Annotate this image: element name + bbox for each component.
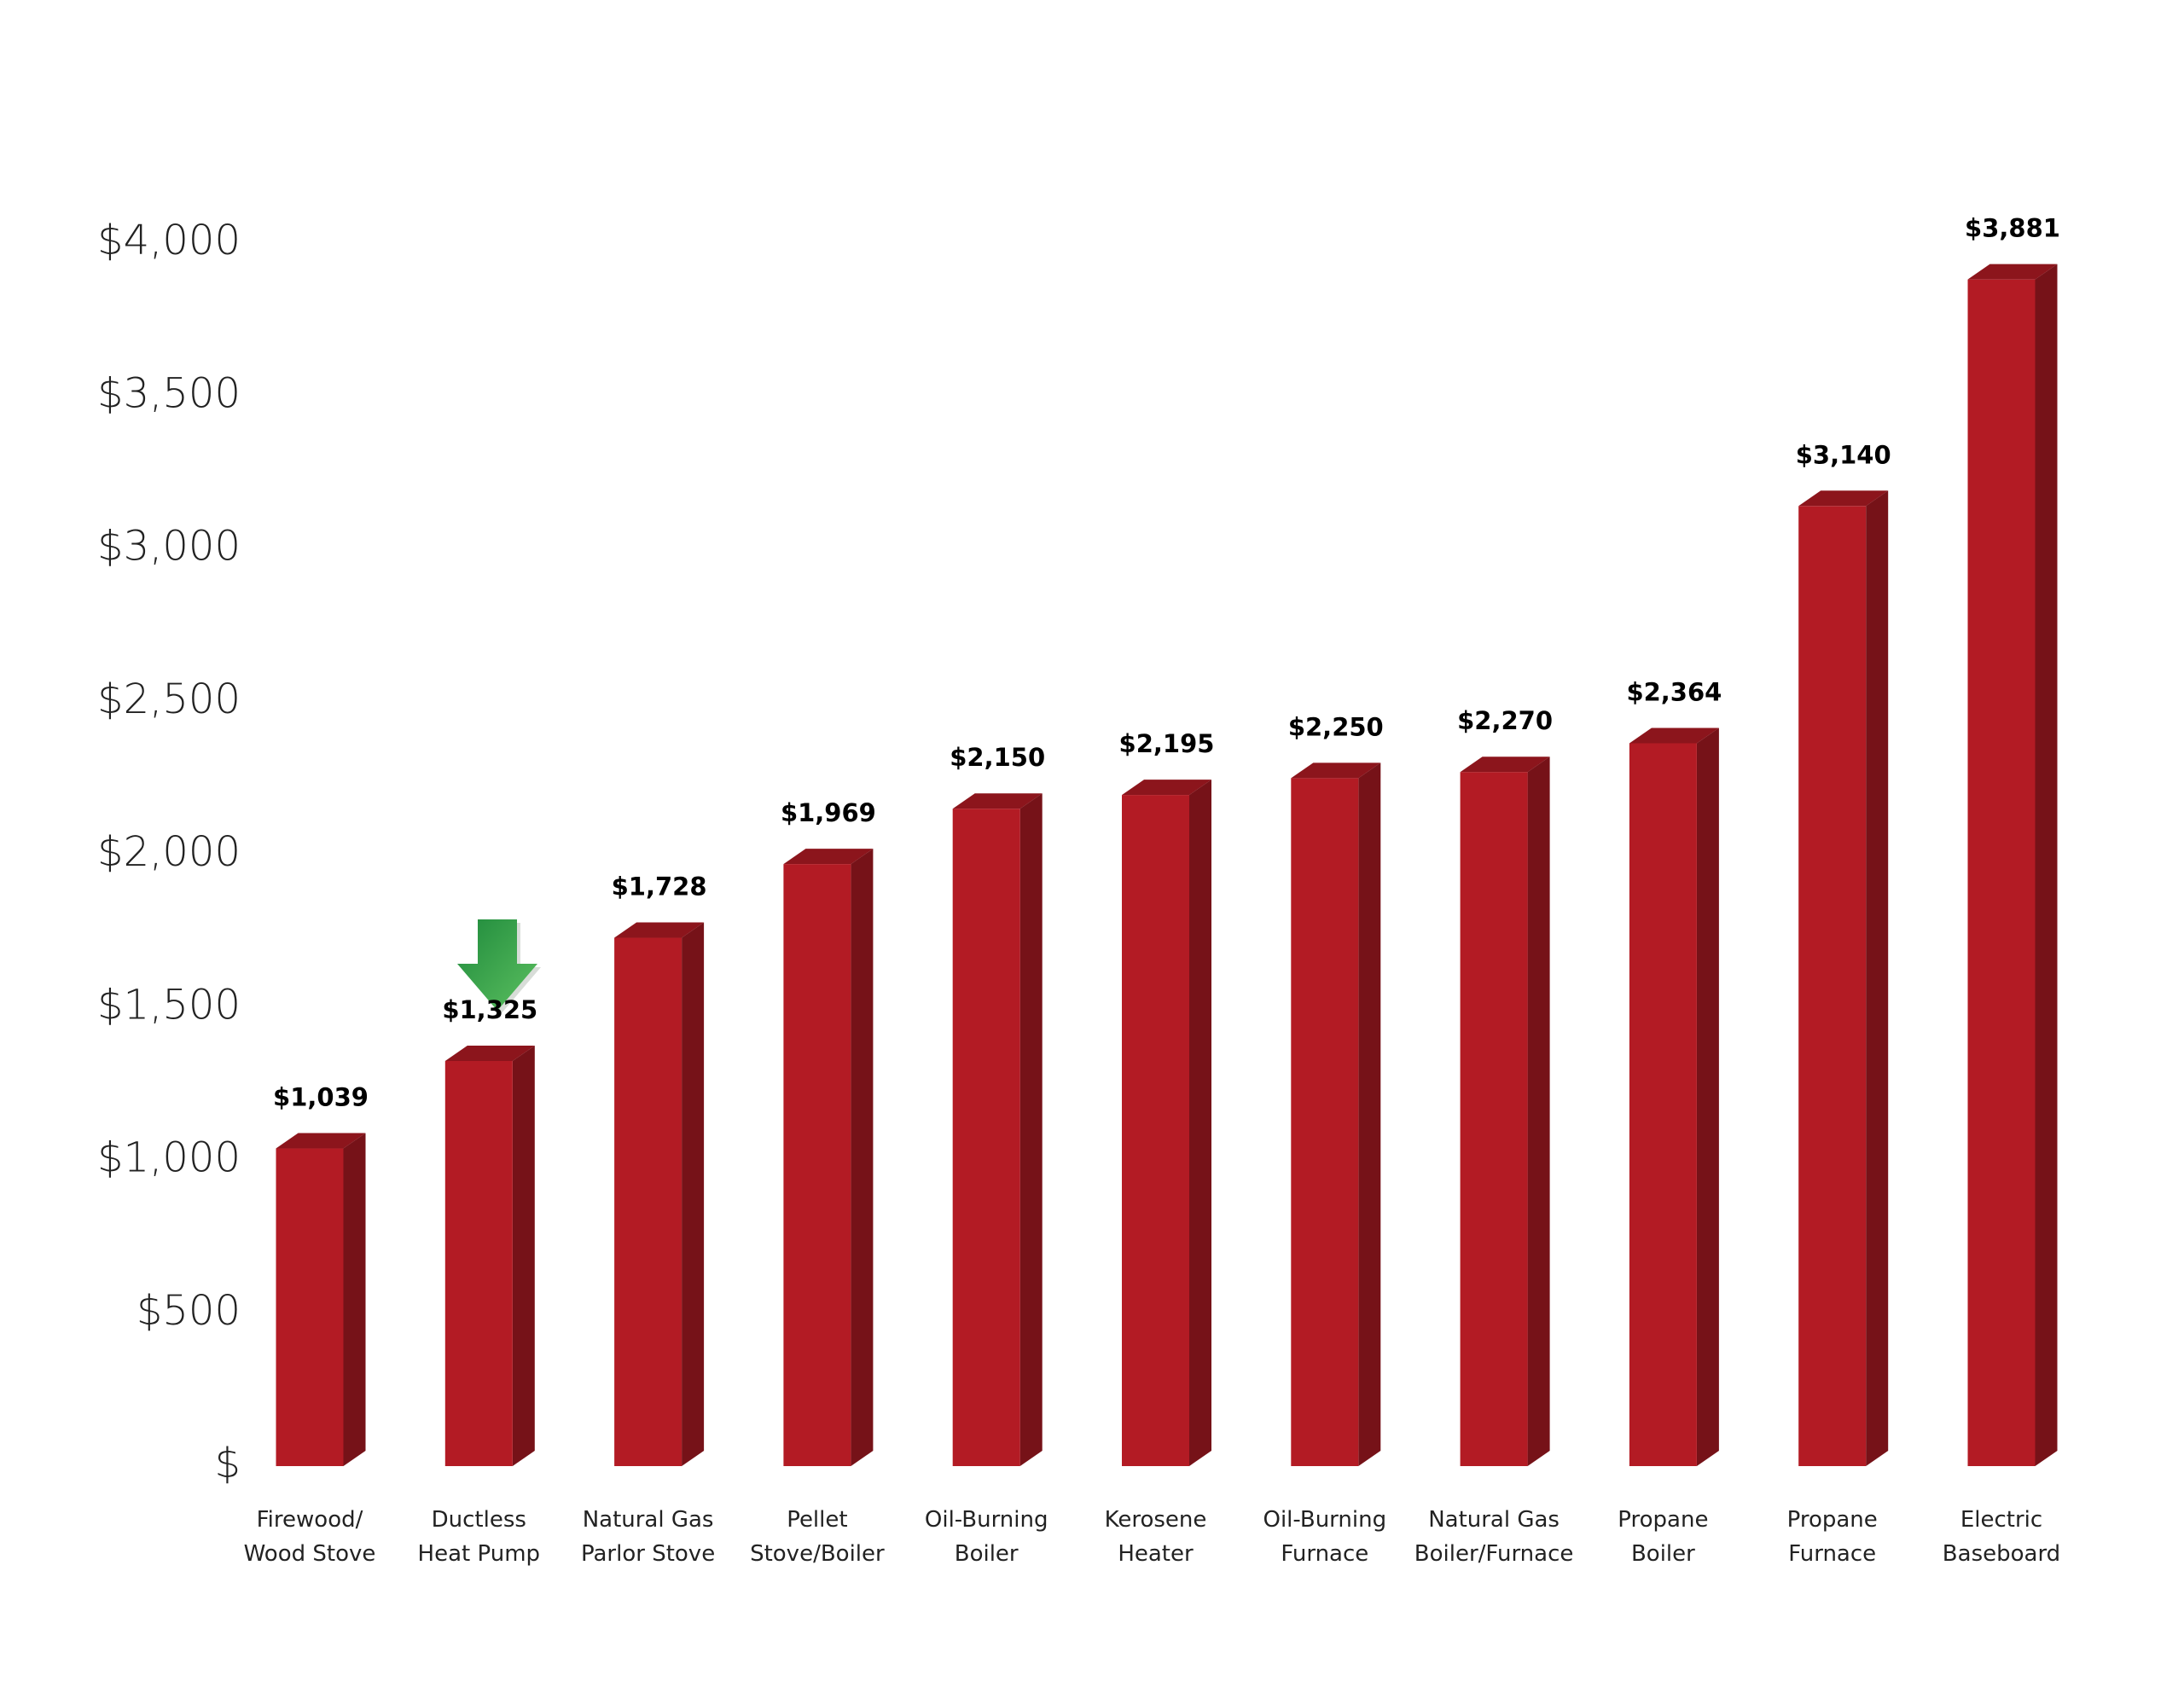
bar-top xyxy=(1460,757,1550,773)
bar xyxy=(444,1060,513,1466)
value-label: $2,195 xyxy=(1119,729,1215,758)
value-label: $3,140 xyxy=(1796,440,1891,469)
y-tick-label: $2,000 xyxy=(97,828,241,876)
bar-top xyxy=(1122,780,1211,796)
value-label: $2,250 xyxy=(1288,712,1384,741)
value-label: $2,364 xyxy=(1626,678,1722,707)
value-label: $2,270 xyxy=(1457,706,1553,735)
down-arrow-icon xyxy=(457,919,541,1014)
bar-top xyxy=(1629,728,1719,744)
bar xyxy=(1967,279,2036,1466)
bar-top xyxy=(783,849,874,865)
bar-top xyxy=(952,793,1043,809)
bar-top xyxy=(444,1045,535,1061)
y-tick-label: $1,500 xyxy=(97,981,241,1029)
bar-top xyxy=(1798,490,1889,507)
value-label: $1,039 xyxy=(273,1083,369,1112)
x-tick-label: Firewood/ Wood Stove xyxy=(243,1507,376,1567)
x-tick-label: Natural Gas Boiler/Furnace xyxy=(1414,1507,1574,1567)
bar-top xyxy=(1967,264,2058,280)
x-tick-label: Natural Gas Parlor Stove xyxy=(580,1507,716,1567)
bar-top xyxy=(276,1133,366,1149)
x-tick-label: Propane Furnace xyxy=(1786,1507,1878,1567)
bar-top xyxy=(1291,762,1381,779)
y-tick-label: $1,000 xyxy=(97,1134,241,1182)
value-label: $1,325 xyxy=(442,995,537,1024)
x-tick-label: Kerosene Heater xyxy=(1104,1507,1207,1567)
bar-side xyxy=(1866,490,1889,1466)
bar-side xyxy=(1358,762,1381,1466)
bar-side xyxy=(1019,793,1043,1466)
bar-side xyxy=(1696,728,1719,1466)
bar-side xyxy=(512,1045,535,1466)
bar-side xyxy=(343,1133,366,1466)
y-tick-label: $ xyxy=(214,1440,241,1487)
bar xyxy=(783,864,851,1466)
x-tick-label: Propane Boiler xyxy=(1618,1507,1709,1567)
bar xyxy=(1629,743,1697,1466)
value-label: $2,150 xyxy=(950,743,1045,772)
bar xyxy=(952,809,1020,1466)
x-tick-label: Oil-Burning Boiler xyxy=(924,1507,1048,1567)
x-tick-label: Pellet Stove/Boiler xyxy=(750,1507,885,1567)
y-tick-label: $500 xyxy=(136,1287,241,1335)
bar-side xyxy=(1527,757,1550,1466)
bar-side xyxy=(2035,264,2058,1466)
y-tick-label: $4,000 xyxy=(97,217,241,264)
bar xyxy=(1291,778,1359,1466)
y-tick-label: $2,500 xyxy=(97,675,241,723)
bar-side xyxy=(851,849,874,1466)
bar xyxy=(276,1148,344,1466)
value-label: $1,728 xyxy=(612,872,707,901)
x-tick-label: Oil-Burning Furnace xyxy=(1263,1507,1387,1567)
bar-top xyxy=(614,922,705,938)
x-tick-label: Electric Baseboard xyxy=(1942,1507,2061,1567)
bar xyxy=(1122,795,1189,1466)
value-label: $1,969 xyxy=(781,798,876,827)
y-tick-label: $3,000 xyxy=(97,523,241,571)
y-tick-label: $3,500 xyxy=(97,369,241,417)
bar xyxy=(614,937,682,1466)
bar xyxy=(1460,772,1528,1466)
bar-side xyxy=(682,922,705,1466)
x-tick-label: Ductless Heat Pump xyxy=(417,1507,541,1567)
bar-side xyxy=(1189,780,1211,1466)
value-label: $3,881 xyxy=(1965,214,2060,243)
bar xyxy=(1798,506,1867,1466)
